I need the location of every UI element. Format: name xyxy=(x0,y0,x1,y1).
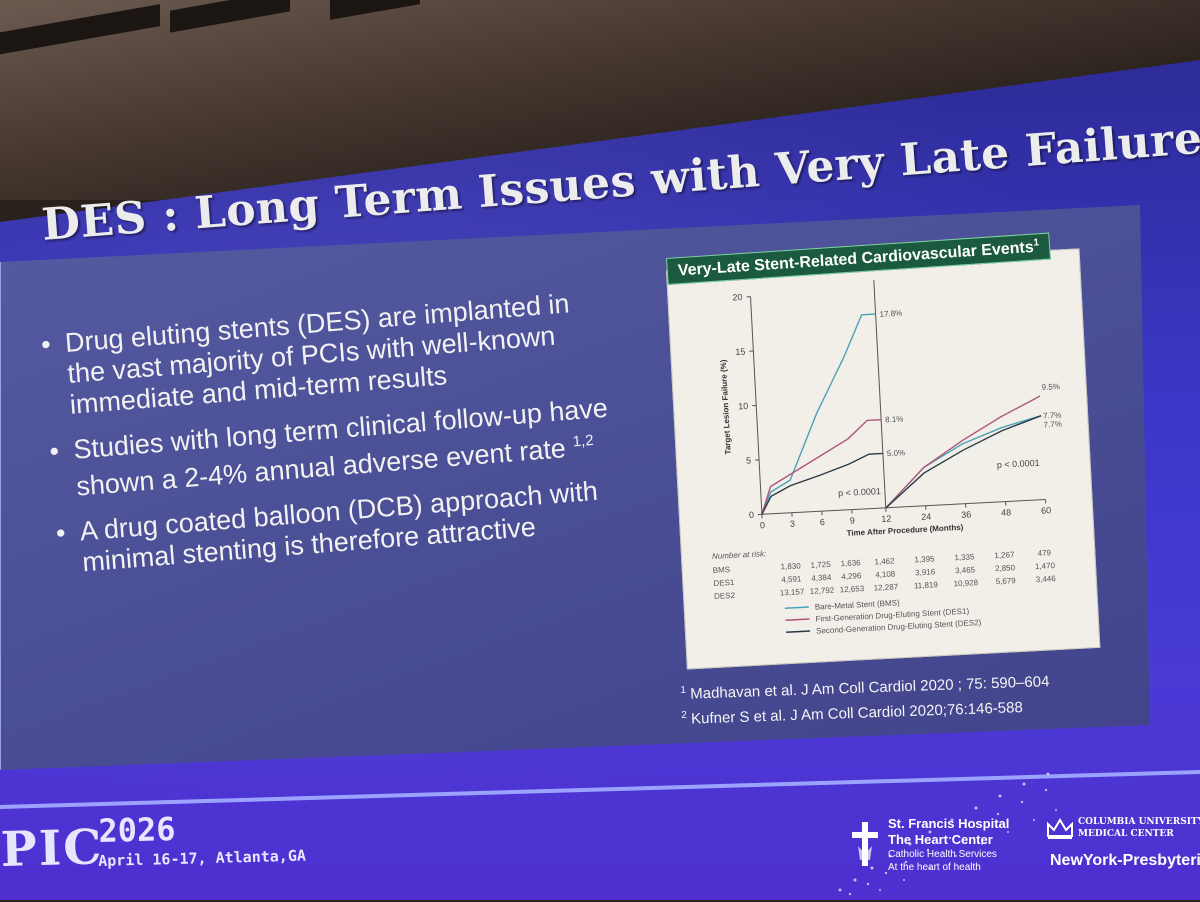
risk-cell: 2,850 xyxy=(995,563,1016,573)
risk-cell: 1,470 xyxy=(1035,561,1056,571)
reference-number: 1 xyxy=(680,685,686,696)
legend-swatch xyxy=(786,631,810,632)
crown-icon xyxy=(1046,816,1074,840)
risk-cell: 1,830 xyxy=(780,561,801,571)
risk-cell: 10,928 xyxy=(953,578,978,588)
nyp-name: NewYork-Presbyterian xyxy=(1050,852,1200,870)
risk-cell: 3,916 xyxy=(915,567,936,577)
y-tick-label: 15 xyxy=(735,346,746,357)
risk-cell: 4,591 xyxy=(781,574,802,584)
series-line-0-12mo xyxy=(752,314,886,514)
x-tick-label: 3 xyxy=(790,519,796,529)
columbia-text: COLUMBIA UNIVERSITY MEDICAL CENTER xyxy=(1078,816,1200,840)
y-tick-label: 5 xyxy=(746,455,752,465)
risk-cell: 12,287 xyxy=(873,582,898,592)
x-tick-label: 9 xyxy=(850,515,856,525)
risk-cell: 11,819 xyxy=(914,580,939,590)
risk-row-label: DES1 xyxy=(713,578,735,588)
risk-cell: 1,725 xyxy=(810,560,831,570)
end-value-label-left: 17.8% xyxy=(879,309,902,319)
ceiling-beam xyxy=(170,0,290,33)
risk-cell: 4,384 xyxy=(811,573,832,583)
risk-table-title: Number at risk: xyxy=(712,549,767,561)
y-tick-label: 20 xyxy=(732,292,743,303)
x-tick-label: 36 xyxy=(961,509,972,520)
y-tick-label: 0 xyxy=(749,510,755,520)
bullet-list: Drug eluting stents (DES) are implanted … xyxy=(40,286,619,594)
st-francis-name: St. Francis Hospital xyxy=(888,816,1009,832)
x-tick-label: 6 xyxy=(820,517,826,527)
st-francis-chs: Catholic Health Services xyxy=(888,848,1009,861)
risk-cell: 3,465 xyxy=(955,565,976,575)
x-tick-label: 48 xyxy=(1001,507,1012,518)
conference-year: 2026 xyxy=(98,810,176,850)
chart-heading-superscript: 1 xyxy=(1033,237,1039,248)
st-francis-logo: St. Francis Hospital The Heart Center Ca… xyxy=(852,808,1027,896)
risk-cell: 1,462 xyxy=(874,556,895,566)
y-tick-label: 10 xyxy=(738,401,749,412)
p-value-label-right: p < 0.0001 xyxy=(997,458,1040,470)
st-francis-text: St. Francis Hospital The Heart Center Ca… xyxy=(888,816,1009,874)
st-francis-subtitle: Catholic Health Services At the heart of… xyxy=(888,848,1009,874)
risk-row-label: BMS xyxy=(713,565,731,575)
risk-row-label: DES2 xyxy=(714,591,736,601)
end-value-label-right: 7.7% xyxy=(1043,420,1062,430)
st-francis-heart-center: The Heart Center xyxy=(888,832,1009,848)
risk-cell: 5,679 xyxy=(996,576,1017,586)
columbia-medical-center: MEDICAL CENTER xyxy=(1078,828,1200,840)
cross-icon xyxy=(852,822,878,866)
st-francis-tagline: At the heart of health xyxy=(888,861,1009,874)
risk-cell: 13,157 xyxy=(780,587,805,597)
series-line-0-12mo xyxy=(757,420,885,515)
x-tick-label: 24 xyxy=(921,511,932,522)
ceiling-beam xyxy=(330,0,420,20)
end-value-label-left: 5.0% xyxy=(887,448,906,458)
x-tick-label: 0 xyxy=(760,520,766,530)
legend-swatch xyxy=(785,607,809,608)
legend-swatch xyxy=(785,619,809,620)
p-value-label-left: p < 0.0001 xyxy=(838,486,881,498)
risk-cell: 479 xyxy=(1037,548,1051,558)
reference-number: 2 xyxy=(681,710,687,721)
end-value-label-left: 8.1% xyxy=(885,414,904,424)
conference-logo: PIC xyxy=(0,819,104,878)
risk-cell: 4,108 xyxy=(875,569,896,579)
end-value-label-right: 9.5% xyxy=(1041,382,1060,392)
series-line-0-12mo xyxy=(759,453,886,514)
risk-cell: 4,296 xyxy=(841,571,862,581)
x-axis-title: Time After Procedure (Months) xyxy=(846,523,964,538)
citation-superscript: 1,2 xyxy=(572,432,594,451)
risk-cell: 1,267 xyxy=(994,550,1015,560)
risk-cell: 1,335 xyxy=(954,552,975,562)
risk-cell: 1,636 xyxy=(840,558,861,568)
columbia-nyp-logo: COLUMBIA UNIVERSITY MEDICAL CENTER NewYo… xyxy=(1040,808,1200,888)
legend-label: Bare-Metal Stent (BMS) xyxy=(815,598,901,611)
risk-cell: 12,792 xyxy=(810,586,835,596)
risk-cell: 3,446 xyxy=(1035,574,1056,584)
x-tick-label: 12 xyxy=(881,514,892,525)
y-axis-title: Target Lesion Failure (%) xyxy=(719,359,733,455)
columbia-university: COLUMBIA UNIVERSITY xyxy=(1078,816,1200,828)
ceiling-beam xyxy=(0,4,160,58)
risk-cell: 1,395 xyxy=(914,554,935,564)
x-tick-label: 60 xyxy=(1041,505,1052,516)
risk-cell: 12,653 xyxy=(840,584,865,594)
